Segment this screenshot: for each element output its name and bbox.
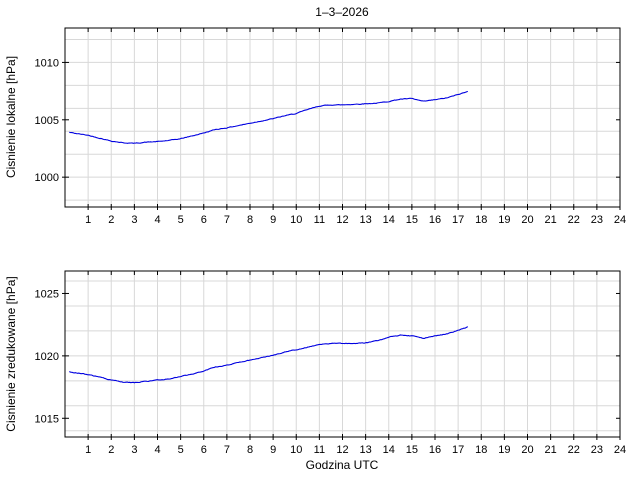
x-axis-label: Godzina UTC bbox=[306, 458, 379, 472]
x-tick-label: 5 bbox=[178, 444, 184, 456]
x-tick-label: 16 bbox=[429, 444, 441, 456]
y-tick-label: 1020 bbox=[35, 351, 59, 363]
x-tick-label: 15 bbox=[406, 444, 418, 456]
y-axis-label-local: Cisnienie lokalne [hPa] bbox=[4, 56, 18, 178]
y-tick-label: 1000 bbox=[35, 172, 59, 184]
x-tick-label: 5 bbox=[178, 214, 184, 226]
x-tick-label: 3 bbox=[131, 444, 137, 456]
x-tick-label: 19 bbox=[498, 444, 510, 456]
x-tick-label: 1 bbox=[85, 444, 91, 456]
x-tick-label: 22 bbox=[568, 214, 580, 226]
x-tick-label: 4 bbox=[154, 214, 160, 226]
x-tick-label: 23 bbox=[591, 444, 603, 456]
x-tick-label: 10 bbox=[290, 444, 302, 456]
pressure-reduced-plot: 1 2 3 4 5 6 7 8 9 10 11 12 13 14 15 16 17 18 19 20 21 22 23 241… bbox=[35, 270, 626, 456]
x-tick-label: 2 bbox=[108, 214, 114, 226]
x-tick-label: 23 bbox=[591, 214, 603, 226]
x-tick-label: 21 bbox=[545, 214, 557, 226]
x-tick-label: 4 bbox=[154, 444, 160, 456]
x-tick-label: 12 bbox=[336, 214, 348, 226]
x-tick-label: 7 bbox=[224, 444, 230, 456]
x-tick-label: 7 bbox=[224, 214, 230, 226]
x-tick-label: 17 bbox=[452, 444, 464, 456]
y-tick-label: 1005 bbox=[35, 115, 59, 127]
x-tick-label: 14 bbox=[383, 214, 395, 226]
x-tick-label: 12 bbox=[336, 444, 348, 456]
x-tick-label: 9 bbox=[270, 214, 276, 226]
x-tick-label: 13 bbox=[360, 444, 372, 456]
x-tick-label: 22 bbox=[568, 444, 580, 456]
x-tick-label: 20 bbox=[521, 444, 533, 456]
y-axis-label-reduced: Cisnienie zredukowane [hPa] bbox=[4, 276, 18, 431]
x-tick-label: 24 bbox=[614, 444, 626, 456]
x-tick-label: 8 bbox=[247, 444, 253, 456]
x-tick-label: 6 bbox=[201, 444, 207, 456]
x-tick-label: 9 bbox=[270, 444, 276, 456]
chart-title: 1–3–2026 bbox=[315, 5, 369, 19]
pressure-local-plot: 1 2 3 4 5 6 7 8 9 10 11 12 13 14 15 16 17 18 19 20 21 22 23 241… bbox=[35, 27, 626, 226]
x-tick-label: 2 bbox=[108, 444, 114, 456]
y-tick-label: 1015 bbox=[35, 413, 59, 425]
x-tick-label: 18 bbox=[475, 214, 487, 226]
x-tick-label: 24 bbox=[614, 214, 626, 226]
x-tick-label: 1 bbox=[85, 214, 91, 226]
x-tick-label: 19 bbox=[498, 214, 510, 226]
x-tick-label: 6 bbox=[201, 214, 207, 226]
x-tick-label: 10 bbox=[290, 214, 302, 226]
x-tick-label: 17 bbox=[452, 214, 464, 226]
x-tick-label: 11 bbox=[314, 214, 325, 226]
pressure-series-line bbox=[69, 326, 468, 384]
x-tick-label: 16 bbox=[429, 214, 441, 226]
x-tick-label: 13 bbox=[360, 214, 372, 226]
x-tick-label: 20 bbox=[521, 214, 533, 226]
x-tick-label: 11 bbox=[314, 444, 325, 456]
x-tick-label: 3 bbox=[131, 214, 137, 226]
x-tick-label: 8 bbox=[247, 214, 253, 226]
y-tick-label: 1025 bbox=[35, 288, 59, 300]
x-tick-label: 15 bbox=[406, 214, 418, 226]
x-tick-label: 21 bbox=[545, 444, 557, 456]
y-tick-label: 1010 bbox=[35, 57, 59, 69]
x-tick-label: 18 bbox=[475, 444, 487, 456]
pressure-series-line bbox=[69, 90, 468, 144]
x-tick-label: 14 bbox=[383, 444, 395, 456]
